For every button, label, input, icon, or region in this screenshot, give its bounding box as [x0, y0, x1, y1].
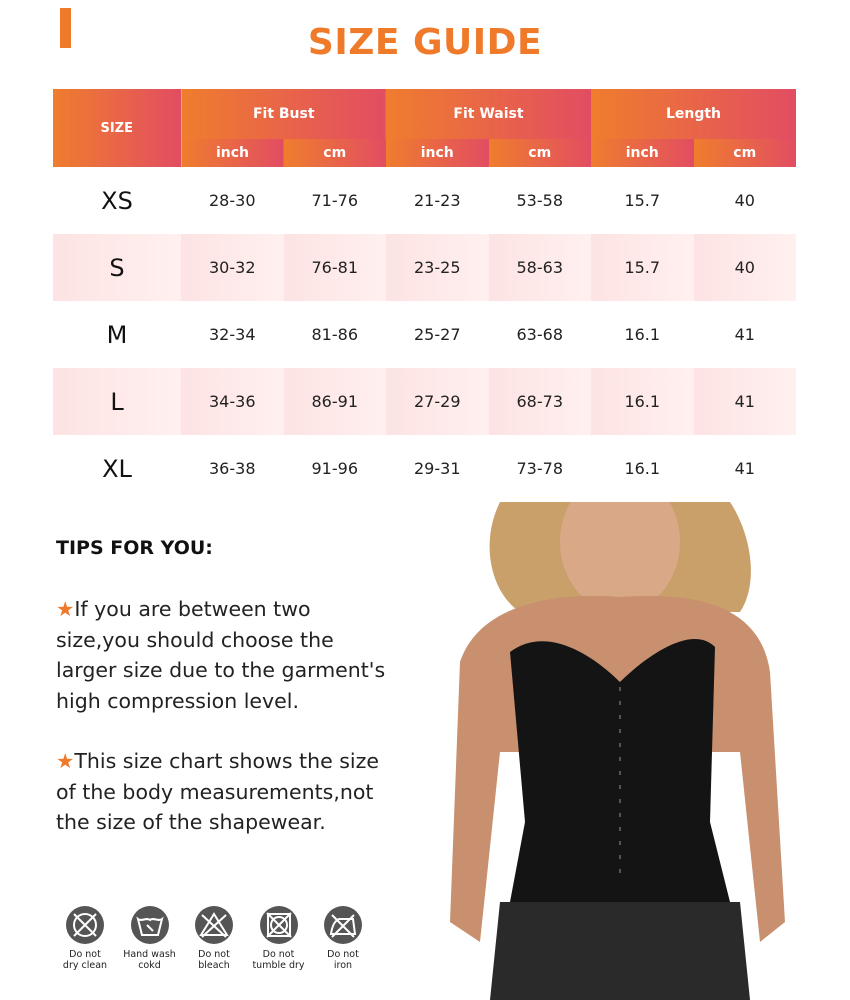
value-cell: 28-30: [209, 191, 256, 210]
value-cell: 16.1: [591, 368, 694, 435]
care-label: Hand wash: [123, 949, 176, 960]
group-header: Fit Waist: [386, 89, 591, 139]
care-label: tumble dry: [252, 960, 305, 971]
tip-item: ★If you are between two size,you should …: [56, 594, 396, 716]
value-cell: 91-96: [311, 459, 359, 478]
care-label: cokd: [138, 960, 161, 971]
unit-header: inch: [591, 139, 694, 167]
value-cell: 27-29: [386, 368, 489, 435]
table-row: XL 36-38 91-96 29-31 73-78 16.1 41: [53, 435, 796, 502]
care-label: Do not: [327, 949, 359, 960]
value-cell: 63-68: [516, 325, 564, 344]
value-cell: 30-32: [181, 234, 284, 301]
value-cell: 15.7: [624, 191, 661, 210]
table-row: XS 28-30 71-76 21-23 53-58 15.7 40: [53, 167, 796, 234]
size-cell: XL: [102, 454, 132, 483]
value-cell: 32-34: [209, 325, 256, 344]
group-header: Length: [591, 89, 796, 139]
tip-text: If you are between two size,you should c…: [56, 597, 386, 713]
care-label: Do not: [69, 949, 101, 960]
unit-header: inch: [386, 139, 489, 167]
value-cell: 71-76: [311, 191, 359, 210]
value-cell: 53-58: [516, 191, 564, 210]
no-bleach-icon: [195, 906, 233, 944]
value-cell: 40: [693, 234, 796, 301]
care-instruction: Do not dry clean: [52, 905, 118, 971]
value-cell: 16.1: [624, 325, 661, 344]
value-cell: 15.7: [591, 234, 694, 301]
table-row: L 34-36 86-91 27-29 68-73 16.1 41: [53, 368, 796, 435]
care-instruction: Do not tumble dry: [246, 905, 312, 971]
star-icon: ★: [56, 597, 75, 621]
size-cell: M: [106, 320, 128, 349]
accent-bar: [60, 8, 71, 48]
no-tumble-dry-icon: [259, 906, 298, 944]
no-iron-icon: [324, 906, 362, 944]
care-label: iron: [333, 960, 353, 971]
care-label: bleach: [198, 960, 230, 971]
unit-header: cm: [693, 139, 796, 167]
table-row: M 32-34 81-86 25-27 63-68 16.1 41: [53, 301, 796, 368]
value-cell: 81-86: [311, 325, 359, 344]
value-cell: 76-81: [283, 234, 386, 301]
value-cell: 41: [693, 368, 796, 435]
care-instruction: Do not iron: [310, 905, 376, 971]
no-dry-clean-icon: [66, 906, 104, 944]
star-icon: ★: [56, 749, 75, 773]
table-row: S 30-32 76-81 23-25 58-63 15.7 40: [53, 234, 796, 301]
care-label: Do not: [198, 949, 230, 960]
unit-header: cm: [283, 139, 386, 167]
value-cell: 73-78: [516, 459, 564, 478]
value-cell: 36-38: [209, 459, 256, 478]
value-cell: 40: [734, 191, 755, 210]
product-photo: [440, 502, 800, 1000]
size-cell: S: [53, 234, 181, 301]
hand-wash-icon: [130, 906, 169, 944]
care-instruction: Do not bleach: [181, 905, 247, 971]
size-cell: XS: [101, 186, 133, 215]
value-cell: 68-73: [488, 368, 591, 435]
value-cell: 41: [734, 325, 755, 344]
value-cell: 41: [734, 459, 755, 478]
value-cell: 25-27: [414, 325, 461, 344]
value-cell: 34-36: [181, 368, 284, 435]
care-label: dry clean: [62, 960, 108, 971]
tips-title: TIPS FOR YOU:: [56, 537, 213, 559]
value-cell: 29-31: [414, 459, 461, 478]
value-cell: 86-91: [283, 368, 386, 435]
tip-text: This size chart shows the size of the bo…: [56, 749, 379, 834]
group-header: Fit Bust: [181, 89, 386, 139]
page-title: SIZE GUIDE: [307, 22, 543, 63]
size-table: SIZE Fit Bust Fit Waist Length inch cm i…: [53, 89, 796, 502]
care-instruction: Hand wash cokd: [117, 905, 183, 971]
unit-header: inch: [181, 139, 284, 167]
value-cell: 23-25: [386, 234, 489, 301]
size-header: SIZE: [53, 89, 182, 167]
value-cell: 21-23: [414, 191, 461, 210]
unit-header: cm: [488, 139, 591, 167]
value-cell: 16.1: [624, 459, 661, 478]
size-cell: L: [53, 368, 181, 435]
care-label: Do not: [262, 949, 295, 960]
value-cell: 58-63: [488, 234, 591, 301]
tip-item: ★This size chart shows the size of the b…: [56, 746, 396, 838]
